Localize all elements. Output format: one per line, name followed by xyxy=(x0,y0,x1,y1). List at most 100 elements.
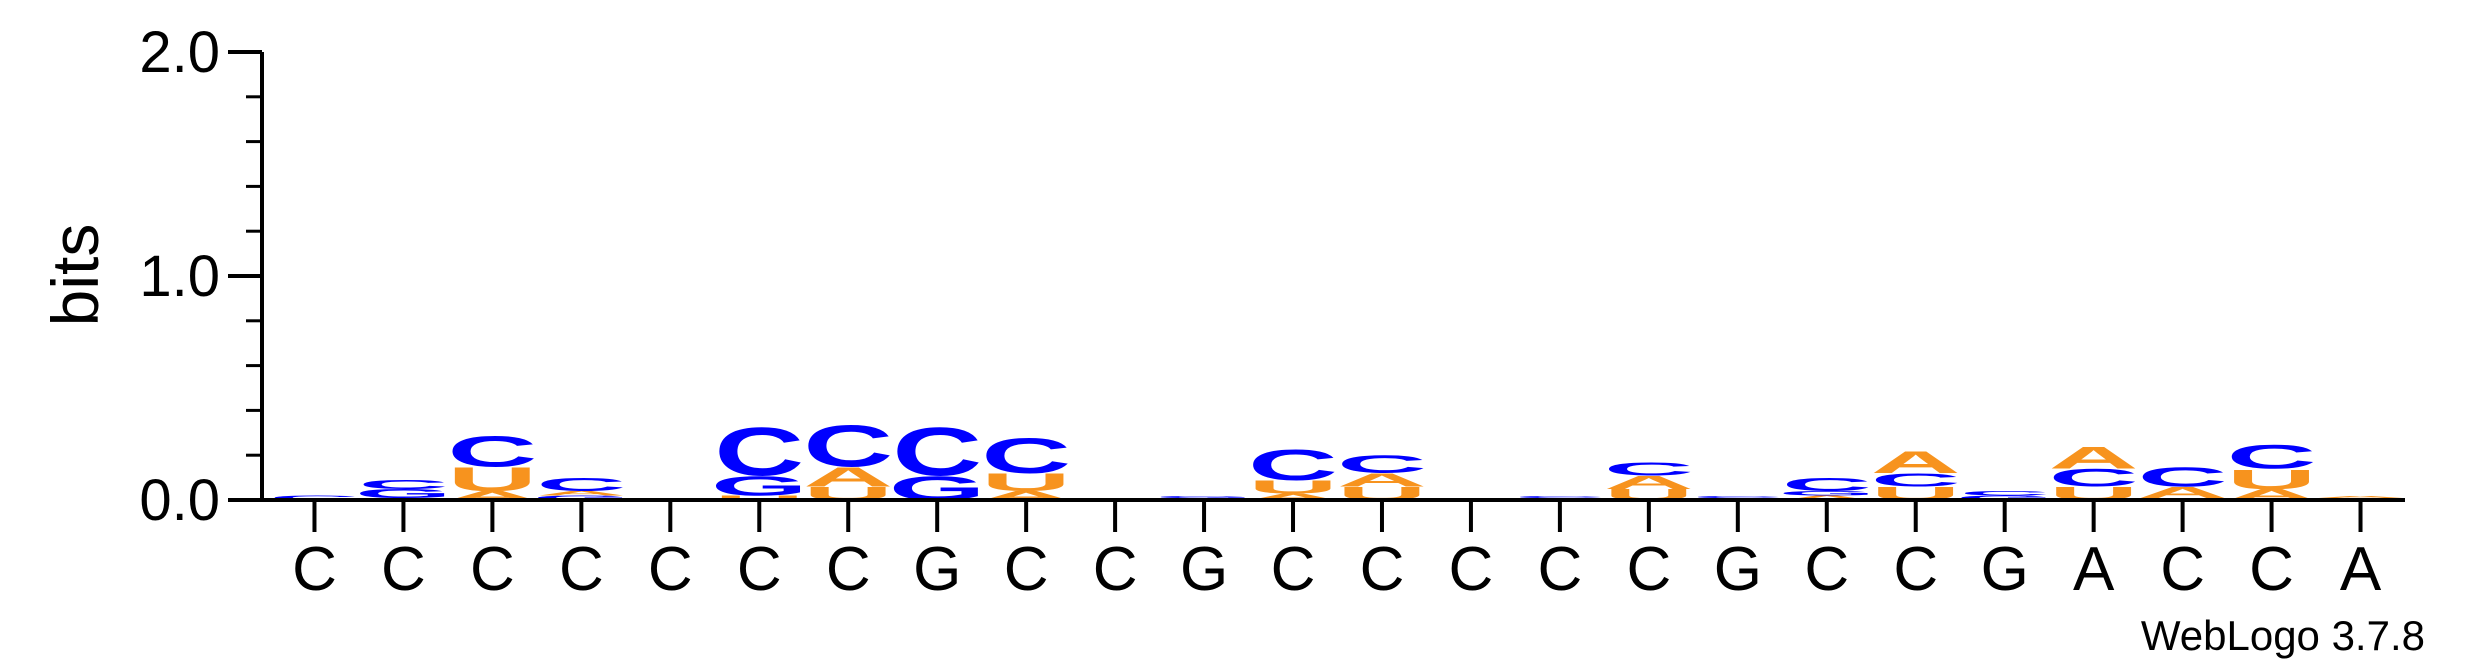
logo-letter-G: G xyxy=(355,487,452,501)
x-tick-label: G xyxy=(1180,535,1228,604)
logo-letter-C: C xyxy=(714,414,804,490)
svg-text:C: C xyxy=(1871,470,1961,491)
logo-letter-C: C xyxy=(1693,495,1783,498)
svg-text:A: A xyxy=(1604,472,1694,493)
y-tick-label: 1.0 xyxy=(139,244,220,309)
logo-letter-C: C xyxy=(1604,458,1694,479)
logo-letter-G: G xyxy=(533,494,630,501)
y-tick-label: 0.0 xyxy=(139,468,220,533)
logo-letter-C: C xyxy=(1960,490,2050,497)
logo-letter-C: C xyxy=(1782,474,1872,495)
svg-text:C: C xyxy=(536,474,626,495)
svg-text:C: C xyxy=(270,494,360,501)
svg-text:A: A xyxy=(803,461,893,492)
x-tick-label: C xyxy=(1004,535,1049,604)
x-tick-label: C xyxy=(826,535,871,604)
x-tick-label: C xyxy=(1093,535,1138,604)
svg-text:C: C xyxy=(358,478,448,492)
svg-text:C: C xyxy=(981,429,1071,485)
svg-text:U: U xyxy=(714,494,804,501)
x-tick-label: A xyxy=(2073,535,2115,604)
logo-letter-A: A xyxy=(1337,470,1427,491)
svg-text:A: A xyxy=(1248,492,1338,502)
x-tick-label: C xyxy=(1893,535,1938,604)
svg-text:U: U xyxy=(981,469,1071,497)
x-tick-label: C xyxy=(381,535,426,604)
x-tick-label: G xyxy=(1981,535,2029,604)
weblogo-credit: WebLogo 3.7.8 xyxy=(2141,612,2425,659)
svg-text:A: A xyxy=(1782,494,1872,501)
x-tick-label: C xyxy=(2160,535,2205,604)
svg-text:C: C xyxy=(1248,441,1338,490)
x-tick-label: G xyxy=(1714,535,1762,604)
svg-text:A: A xyxy=(2138,484,2228,501)
y-axis-title: bits xyxy=(38,224,112,327)
svg-text:U: U xyxy=(447,460,537,498)
x-tick-label: C xyxy=(1804,535,1849,604)
svg-text:C: C xyxy=(1337,451,1427,479)
svg-text:C: C xyxy=(714,414,804,490)
x-tick-label: C xyxy=(648,535,693,604)
svg-text:C: C xyxy=(447,427,537,476)
y-tick-label: 2.0 xyxy=(139,20,220,85)
svg-text:C: C xyxy=(1604,458,1694,479)
logo-letter-A: A xyxy=(536,490,626,497)
x-tick-label: C xyxy=(1449,535,1494,604)
logo-letter-A: A xyxy=(2316,495,2406,498)
logo-letter-C: C xyxy=(358,478,448,492)
logo-letter-C: C xyxy=(892,414,982,490)
logo-letter-U: U xyxy=(981,469,1071,497)
logo-letter-C: C xyxy=(2049,464,2139,492)
x-tick-label: C xyxy=(1271,535,1316,604)
svg-text:A: A xyxy=(1871,445,1961,480)
logo-letters: CAGCAUCGACUGCUACGCAUCCGAUCUACACUACGCAGCU… xyxy=(270,413,2406,507)
logo-letter-A: A xyxy=(2049,441,2139,476)
x-tick-label: C xyxy=(470,535,515,604)
logo-letter-A: A xyxy=(1248,492,1338,502)
svg-text:C: C xyxy=(1782,474,1872,495)
x-tick-label: C xyxy=(737,535,782,604)
svg-text:C: C xyxy=(1515,495,1605,498)
svg-text:C: C xyxy=(892,414,982,490)
logo-letter-G: G xyxy=(711,470,808,501)
svg-text:G: G xyxy=(1956,494,2053,501)
svg-text:C: C xyxy=(2049,464,2139,492)
x-tick-label: C xyxy=(1360,535,1405,604)
svg-text:C: C xyxy=(1960,490,2050,497)
logo-letter-C: C xyxy=(447,427,537,476)
logo-letter-C: C xyxy=(536,474,626,495)
logo-letter-C: C xyxy=(1337,451,1427,479)
logo-letter-C: C xyxy=(981,429,1071,485)
svg-text:G: G xyxy=(711,470,808,501)
logo-letter-A: A xyxy=(1604,472,1694,493)
svg-text:A: A xyxy=(1337,470,1427,491)
logo-letter-U: U xyxy=(447,460,537,498)
logo-letter-A: A xyxy=(1782,494,1872,501)
svg-text:U: U xyxy=(2227,464,2317,495)
x-tick-label: C xyxy=(1538,535,1583,604)
x-tick-label: C xyxy=(559,535,604,604)
logo-letter-C: C xyxy=(1871,470,1961,491)
logo-letter-U: U xyxy=(2227,464,2317,495)
x-tick-label: G xyxy=(913,535,961,604)
logo-letter-C: C xyxy=(1515,495,1605,498)
svg-text:G: G xyxy=(1778,490,1875,497)
logo-letter-C: C xyxy=(2227,438,2317,476)
y-axis: 0.0 1.0 2.0 xyxy=(139,20,264,533)
logo-letter-G: G xyxy=(1956,494,2053,501)
svg-text:G: G xyxy=(533,494,630,501)
x-tick-label: C xyxy=(1626,535,1671,604)
x-tick-label: A xyxy=(2340,535,2382,604)
logo-letter-G: G xyxy=(1156,495,1253,498)
svg-text:A: A xyxy=(536,490,626,497)
svg-text:C: C xyxy=(2227,438,2317,476)
svg-text:U: U xyxy=(1248,476,1338,497)
logo-letter-A: A xyxy=(2138,484,2228,501)
svg-text:G: G xyxy=(1156,495,1253,498)
logo-letter-C: C xyxy=(270,494,360,501)
x-tick-label: C xyxy=(2249,535,2294,604)
logo-letter-C: C xyxy=(803,413,893,479)
svg-text:G: G xyxy=(355,487,452,501)
